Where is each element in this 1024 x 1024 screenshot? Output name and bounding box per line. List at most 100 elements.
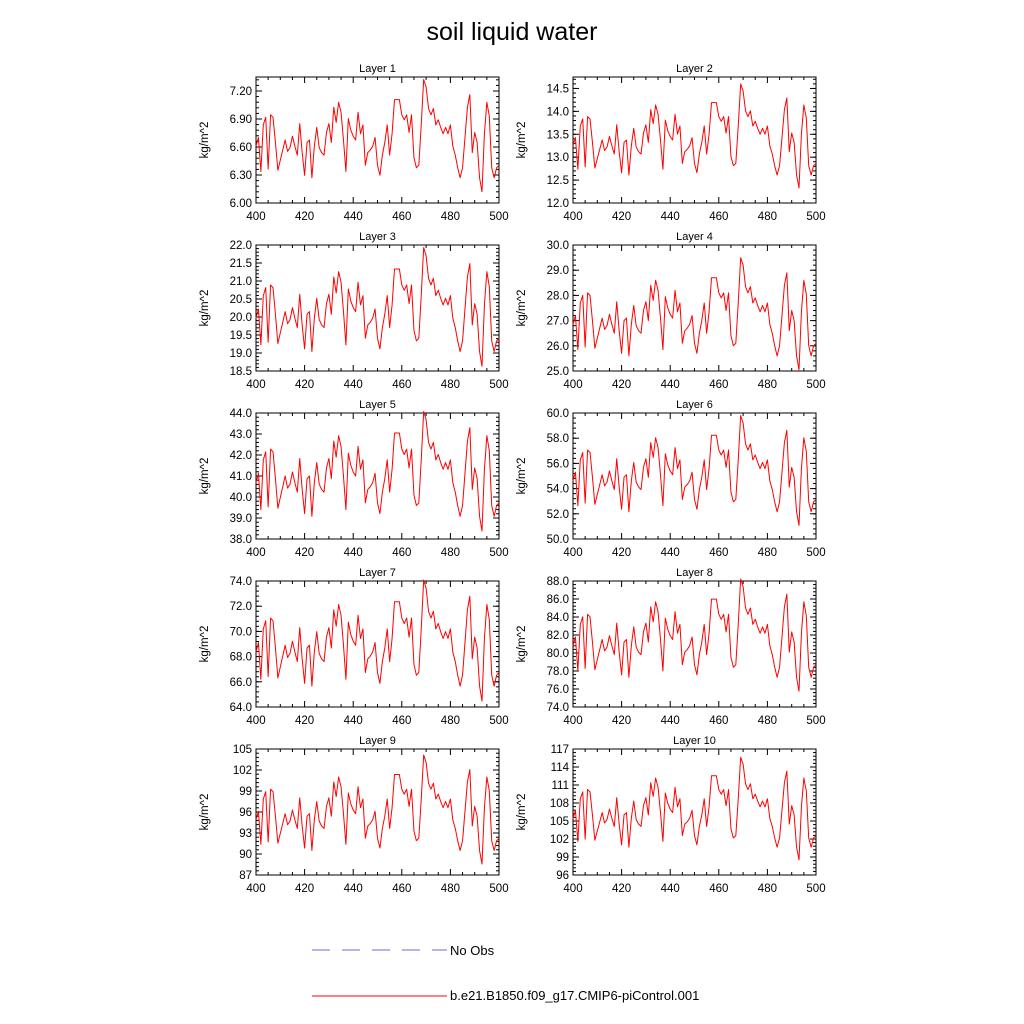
- x-tick-label: 400: [563, 715, 582, 727]
- y-tick-label: 111: [552, 780, 569, 792]
- y-axis-label: kg/m^2: [199, 290, 211, 327]
- x-tick-label: 400: [563, 883, 582, 895]
- x-tick-label: 460: [709, 379, 728, 391]
- x-tick-label: 460: [392, 547, 411, 559]
- x-tick-label: 480: [441, 547, 460, 559]
- x-tick-label: 500: [806, 547, 825, 559]
- y-tick-label: 84.0: [547, 612, 569, 624]
- x-tick-label: 500: [489, 211, 508, 223]
- y-tick-label: 70.0: [230, 626, 252, 638]
- series-line-piControl: [572, 257, 817, 371]
- y-tick-label: 21.5: [230, 258, 252, 270]
- panel-title: Layer 5: [359, 399, 396, 411]
- x-tick-label: 420: [295, 211, 314, 223]
- y-tick-label: 93: [239, 828, 252, 840]
- panel-title: Layer 2: [676, 63, 713, 75]
- x-tick-label: 420: [612, 883, 631, 895]
- plot-frame: [572, 580, 817, 708]
- legend-no-obs-label: No Obs: [450, 943, 495, 958]
- y-axis-label: kg/m^2: [516, 626, 528, 663]
- x-tick-label: 500: [489, 547, 508, 559]
- x-tick-label: 400: [246, 715, 265, 727]
- x-tick-label: 400: [563, 379, 582, 391]
- x-tick-label: 480: [441, 883, 460, 895]
- x-tick-label: 480: [441, 379, 460, 391]
- y-tick-label: 96: [556, 870, 569, 882]
- series-line-piControl: [572, 578, 817, 692]
- y-tick-label: 20.0: [230, 312, 252, 324]
- x-tick-label: 420: [612, 547, 631, 559]
- y-tick-label: 68.0: [230, 652, 252, 664]
- x-tick-label: 460: [709, 547, 728, 559]
- x-tick-label: 420: [295, 379, 314, 391]
- y-tick-label: 29.0: [547, 265, 569, 277]
- y-tick-label: 27.0: [547, 316, 569, 328]
- x-tick-label: 480: [758, 715, 777, 727]
- series-line-piControl: [572, 414, 817, 526]
- panel-layer-3: Layer 3 400 420 440 460 480 500 18.5 19.0 19.5 20.…: [199, 231, 509, 391]
- y-tick-label: 88.0: [547, 576, 569, 588]
- x-tick-label: 400: [563, 547, 582, 559]
- y-tick-label: 40.0: [230, 492, 252, 504]
- x-tick-label: 480: [441, 211, 460, 223]
- y-tick-label: 6.60: [230, 142, 252, 154]
- x-tick-label: 400: [246, 883, 265, 895]
- y-tick-label: 80.0: [547, 648, 569, 660]
- y-tick-label: 13.5: [547, 129, 569, 141]
- x-tick-label: 440: [661, 211, 680, 223]
- y-tick-label: 7.20: [230, 86, 252, 98]
- series-line-piControl: [255, 579, 500, 702]
- x-tick-label: 400: [563, 211, 582, 223]
- y-tick-label: 13.0: [547, 152, 569, 164]
- panel-layer-2: Layer 2 400 420 440 460 480 500 12.0 12.5 13.0 13.…: [516, 63, 826, 223]
- x-tick-label: 460: [709, 715, 728, 727]
- y-tick-label: 14.5: [547, 83, 569, 95]
- y-tick-label: 6.00: [230, 198, 252, 210]
- y-tick-label: 82.0: [547, 630, 569, 642]
- y-tick-label: 99: [556, 852, 569, 864]
- y-tick-label: 96: [239, 807, 252, 819]
- y-tick-label: 78.0: [547, 666, 569, 678]
- y-axis-label: kg/m^2: [516, 794, 528, 831]
- x-tick-label: 440: [661, 379, 680, 391]
- y-axis-label: kg/m^2: [199, 626, 211, 663]
- plot-frame: [255, 580, 500, 708]
- y-tick-label: 56.0: [547, 458, 569, 470]
- x-tick-label: 460: [709, 883, 728, 895]
- x-tick-label: 460: [392, 715, 411, 727]
- x-tick-label: 400: [246, 547, 265, 559]
- panel-title: Layer 3: [359, 231, 396, 243]
- plot-frame: [572, 76, 817, 204]
- y-tick-label: 74.0: [230, 576, 252, 588]
- y-tick-label: 102: [550, 834, 569, 846]
- x-tick-label: 480: [441, 715, 460, 727]
- x-tick-label: 420: [612, 379, 631, 391]
- y-tick-label: 39.0: [230, 513, 252, 525]
- panel-title: Layer 1: [359, 63, 396, 75]
- panel-title: Layer 6: [676, 399, 713, 411]
- panel-layer-7: Layer 7 400 420 440 460 480 500 64.0 66.0 68.0 70.…: [199, 567, 509, 727]
- x-tick-label: 440: [344, 211, 363, 223]
- x-tick-label: 420: [295, 883, 314, 895]
- x-tick-label: 400: [246, 211, 265, 223]
- plot-frame: [255, 412, 500, 540]
- y-tick-label: 76.0: [547, 684, 569, 696]
- plot-frame: [255, 76, 500, 204]
- y-tick-label: 52.0: [547, 509, 569, 521]
- y-tick-label: 25.0: [547, 366, 569, 378]
- x-tick-label: 480: [758, 547, 777, 559]
- x-tick-label: 440: [661, 547, 680, 559]
- y-tick-label: 22.0: [230, 240, 252, 252]
- panel-title: Layer 8: [676, 567, 713, 579]
- y-tick-label: 54.0: [547, 484, 569, 496]
- y-axis-label: kg/m^2: [199, 458, 211, 495]
- y-tick-label: 21.0: [230, 276, 252, 288]
- y-tick-label: 41.0: [230, 471, 252, 483]
- y-tick-label: 105: [233, 744, 252, 756]
- y-tick-label: 86.0: [547, 594, 569, 606]
- y-tick-label: 108: [550, 798, 569, 810]
- plot-frame: [572, 244, 817, 372]
- y-tick-label: 28.0: [547, 290, 569, 302]
- x-tick-label: 500: [489, 379, 508, 391]
- panel-layer-9: Layer 9 400 420 440 460 480 500 87 90 93 96 99 102 10…: [199, 735, 509, 895]
